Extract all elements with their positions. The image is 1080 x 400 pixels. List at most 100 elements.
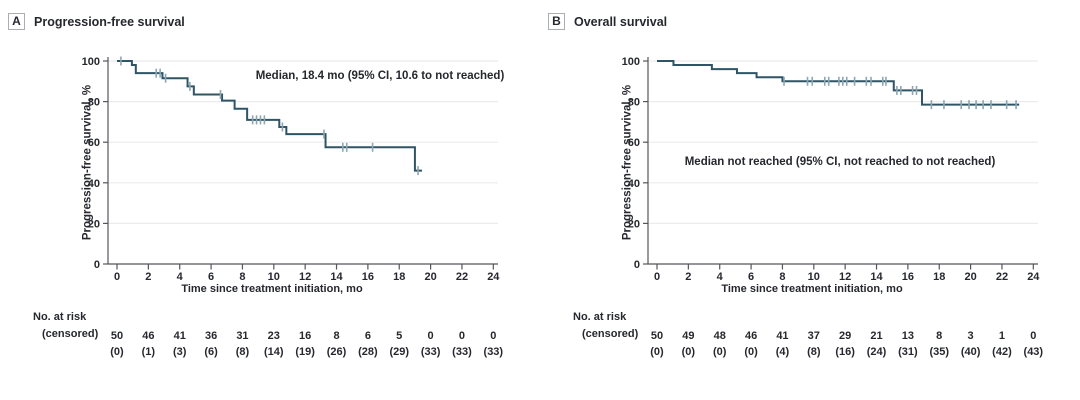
svg-text:23: 23: [268, 330, 280, 342]
svg-text:(31): (31): [898, 346, 918, 358]
risk-row-at-risk: 50 49 48 46 41 37 29 21 13 8 3 1 0: [651, 330, 1037, 342]
svg-text:41: 41: [174, 330, 186, 342]
risk-row-censored: (0) (1) (3) (6) (8) (14) (19) (26) (28) (29) (33) (…: [110, 346, 503, 358]
svg-text:4: 4: [177, 271, 184, 283]
svg-text:(43): (43): [1024, 346, 1044, 358]
panel-a-badge: A: [8, 13, 25, 30]
svg-text:(0): (0): [713, 346, 727, 358]
svg-text:(0): (0): [650, 346, 664, 358]
svg-text:(14): (14): [264, 346, 284, 358]
risk-row-at-risk: 50 46 41 36 31 23 16 8 6 5 0 0 0: [111, 330, 497, 342]
svg-text:100: 100: [82, 56, 100, 68]
svg-text:4: 4: [717, 271, 724, 283]
svg-text:8: 8: [333, 330, 339, 342]
svg-text:41: 41: [776, 330, 788, 342]
panel-a-header: A Progression-free survival: [8, 13, 185, 30]
risk-table-label: No. at risk: [573, 311, 627, 323]
svg-text:20: 20: [628, 218, 640, 230]
svg-text:(40): (40): [961, 346, 981, 358]
survival-curve: [117, 60, 422, 172]
svg-text:40: 40: [88, 178, 100, 190]
svg-text:18: 18: [933, 271, 945, 283]
svg-text:10: 10: [268, 271, 280, 283]
svg-text:10: 10: [808, 271, 820, 283]
panel-a-title: Progression-free survival: [34, 14, 185, 29]
svg-text:12: 12: [839, 271, 851, 283]
survival-curve: [657, 60, 1020, 106]
svg-text:60: 60: [628, 137, 640, 149]
y-axis-label: Progression-free survival, %: [81, 84, 94, 241]
svg-text:(1): (1): [142, 346, 156, 358]
median-annotation: Median not reached (95% CI, not reached …: [684, 156, 996, 168]
svg-text:0: 0: [1030, 330, 1036, 342]
svg-text:(0): (0): [744, 346, 758, 358]
x-tick-labels: 0 2 4 6 8 10 12 14 16 18 20 22 24: [114, 264, 500, 283]
svg-text:0: 0: [459, 330, 465, 342]
svg-text:(6): (6): [204, 346, 218, 358]
svg-text:50: 50: [111, 330, 123, 342]
svg-text:(33): (33): [484, 346, 504, 358]
censored-table-label: (censored): [582, 328, 639, 340]
svg-text:(28): (28): [358, 346, 378, 358]
censor-marks: [783, 76, 1017, 110]
svg-text:20: 20: [964, 271, 976, 283]
panel-progression-free-survival: 0 20 40 60 80 100 0 2 4 6 8 10 12 14 16 18 20 22 24 50 46 41 3…: [8, 13, 504, 358]
svg-text:36: 36: [205, 330, 217, 342]
panel-b-badge: B: [548, 13, 565, 30]
svg-text:5: 5: [396, 330, 402, 342]
x-axis-label: Time since treatment initiation, mo: [181, 283, 363, 295]
svg-text:14: 14: [330, 271, 343, 283]
svg-text:0: 0: [490, 330, 496, 342]
gridlines: [648, 60, 1038, 224]
svg-text:(33): (33): [421, 346, 441, 358]
svg-text:(3): (3): [173, 346, 187, 358]
svg-text:24: 24: [487, 271, 500, 283]
svg-text:48: 48: [714, 330, 726, 342]
svg-text:80: 80: [88, 97, 100, 109]
svg-text:20: 20: [424, 271, 436, 283]
svg-text:(26): (26): [327, 346, 347, 358]
svg-text:(29): (29): [389, 346, 409, 358]
y-tick-labels: 0 20 40 60 80 100: [622, 56, 648, 271]
svg-text:31: 31: [236, 330, 248, 342]
panel-b-header: B Overall survival: [548, 13, 667, 30]
risk-row-censored: (0) (0) (0) (0) (4) (8) (16) (24) (31) (35) (40) (4…: [650, 346, 1043, 358]
svg-text:2: 2: [145, 271, 151, 283]
svg-text:80: 80: [628, 97, 640, 109]
svg-text:(42): (42): [992, 346, 1012, 358]
svg-text:(24): (24): [867, 346, 887, 358]
svg-text:(0): (0): [682, 346, 696, 358]
svg-text:6: 6: [748, 271, 754, 283]
svg-text:100: 100: [622, 56, 640, 68]
svg-text:46: 46: [142, 330, 154, 342]
censored-table-label: (censored): [42, 328, 99, 340]
panel-overall-survival: 0 20 40 60 80 100 0 2 4 6 8 10 12 14 16 18 20 22 24 50 49 48 4…: [540, 0, 1080, 400]
risk-table-label: No. at risk: [33, 311, 87, 323]
median-annotation: Median, 18.4 mo (95% CI, 10.6 to not rea…: [255, 70, 505, 82]
svg-text:2: 2: [685, 271, 691, 283]
svg-text:(33): (33): [452, 346, 472, 358]
svg-text:0: 0: [428, 330, 434, 342]
svg-text:12: 12: [299, 271, 311, 283]
y-axis-label: Progression-free survival, %: [621, 84, 634, 241]
svg-text:(35): (35): [929, 346, 949, 358]
svg-text:16: 16: [902, 271, 914, 283]
svg-text:29: 29: [839, 330, 851, 342]
svg-text:20: 20: [88, 218, 100, 230]
svg-text:8: 8: [239, 271, 245, 283]
svg-text:0: 0: [654, 271, 660, 283]
svg-text:0: 0: [114, 271, 120, 283]
svg-text:22: 22: [456, 271, 468, 283]
svg-text:6: 6: [365, 330, 371, 342]
svg-text:49: 49: [682, 330, 694, 342]
svg-text:8: 8: [936, 330, 942, 342]
censor-marks: [120, 56, 419, 176]
svg-text:24: 24: [1027, 271, 1040, 283]
svg-text:6: 6: [208, 271, 214, 283]
svg-text:(0): (0): [110, 346, 124, 358]
svg-text:0: 0: [94, 259, 100, 271]
svg-text:8: 8: [779, 271, 785, 283]
